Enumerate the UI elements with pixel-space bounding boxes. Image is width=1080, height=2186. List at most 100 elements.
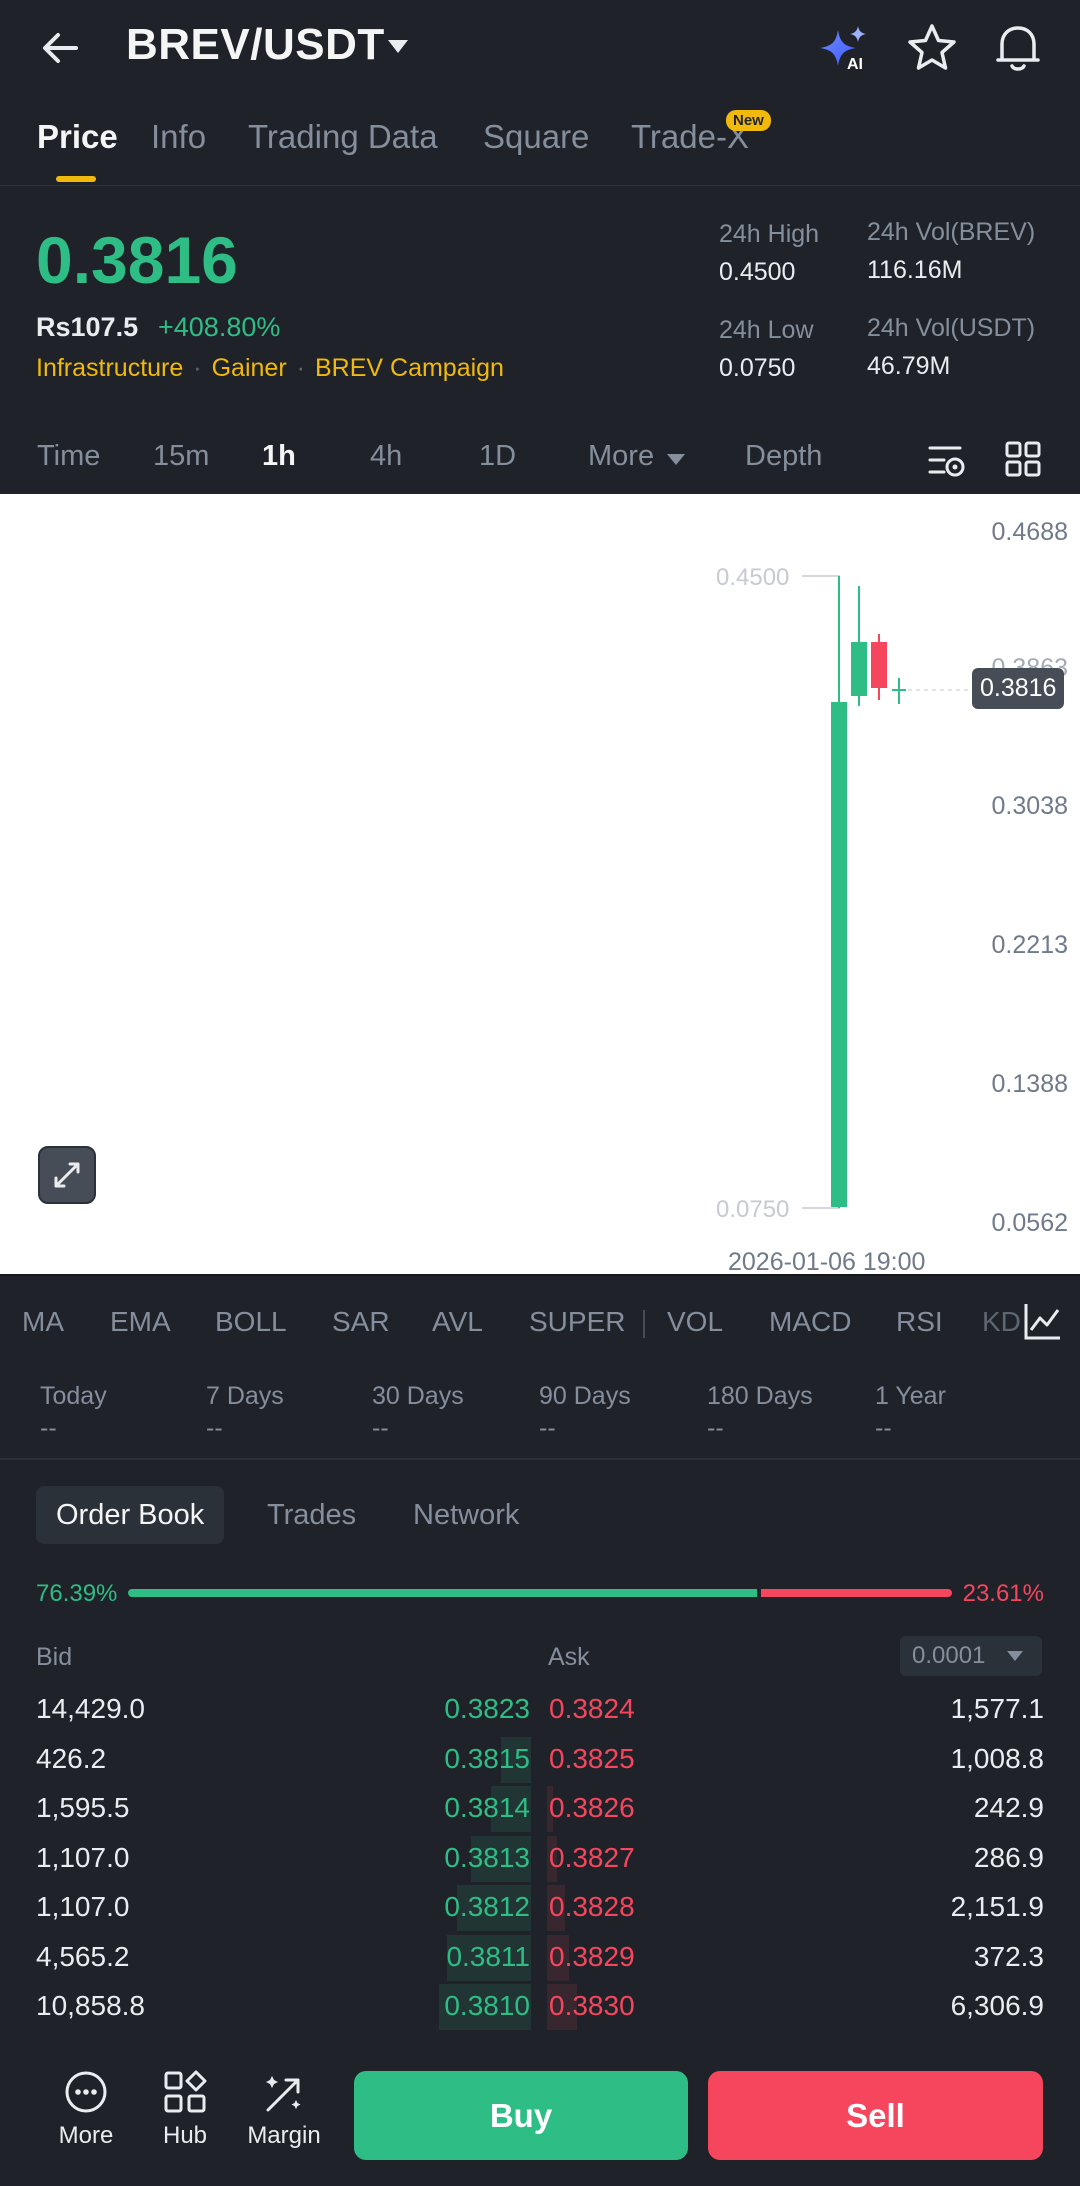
orderbook-row: 14,429.0 0.3823 0.3824 1,577.1 <box>0 1685 1080 1734</box>
ask-depth-bar <box>547 1786 553 1832</box>
ask-price[interactable]: 0.3825 <box>549 1743 635 1774</box>
indicator-vol[interactable]: VOL <box>667 1306 724 1337</box>
top-bar: BREV/USDT AI <box>0 0 1080 95</box>
back-arrow-icon[interactable] <box>36 24 84 72</box>
nav-margin-label: Margin <box>247 2122 321 2149</box>
ask-ratio: 23.61% <box>962 1580 1044 1607</box>
vol-quote-label: 24h Vol(USDT) <box>867 314 1036 342</box>
high-label: 24h High <box>719 220 820 248</box>
bid-quantity[interactable]: 1,595.5 <box>36 1792 130 1823</box>
perf-label: 180 Days <box>707 1382 813 1410</box>
tab-order-book[interactable]: Order Book <box>36 1486 225 1544</box>
price-chart[interactable]: 0.4500 0.0750 0.4688 0.3863 0.3038 0.221… <box>0 494 1080 1274</box>
star-icon[interactable] <box>906 22 958 74</box>
bid-quantity[interactable]: 14,429.0 <box>36 1693 145 1724</box>
bid-price[interactable]: 0.3815 <box>444 1743 530 1774</box>
indicator-bar: MA EMA BOLL SAR AVL SUPER VOL MACD RSI K… <box>0 1274 1080 1368</box>
vol-base-label: 24h Vol(BREV) <box>867 218 1036 246</box>
indicator-boll[interactable]: BOLL <box>215 1306 287 1337</box>
ask-price[interactable]: 0.3824 <box>549 1693 635 1724</box>
indicator-ema[interactable]: EMA <box>110 1306 171 1337</box>
interval-depth[interactable]: Depth <box>745 440 823 472</box>
perf-label: 30 Days <box>372 1382 464 1410</box>
interval-time[interactable]: Time <box>37 440 101 472</box>
ask-price[interactable]: 0.3830 <box>549 1990 635 2021</box>
candle-body <box>871 642 887 688</box>
indicator-avl[interactable]: AVL <box>432 1306 483 1337</box>
buy-button[interactable]: Buy <box>354 2071 688 2160</box>
ask-price[interactable]: 0.3829 <box>549 1941 635 1972</box>
indicator-sar[interactable]: SAR <box>332 1306 390 1337</box>
nav-more[interactable]: More <box>41 2070 131 2150</box>
interval-15m[interactable]: 15m <box>153 440 210 472</box>
bid-price[interactable]: 0.3811 <box>446 1941 530 1972</box>
indicator-rsi[interactable]: RSI <box>896 1306 943 1337</box>
bid-ratio: 76.39% <box>36 1580 118 1607</box>
precision-select[interactable]: 0.0001 <box>900 1636 1042 1676</box>
ask-depth-bar <box>547 1885 565 1931</box>
perf-label: 7 Days <box>206 1382 284 1410</box>
ask-depth-bar <box>547 1935 569 1981</box>
interval-more[interactable]: More <box>588 440 655 472</box>
precision-caret-icon <box>1007 1651 1023 1661</box>
ask-quantity[interactable]: 2,151.9 <box>950 1891 1044 1922</box>
bid-quantity[interactable]: 4,565.2 <box>36 1941 130 1972</box>
indicator-ma[interactable]: MA <box>22 1306 64 1337</box>
tag-gainer[interactable]: Gainer <box>211 354 287 382</box>
ask-quantity[interactable]: 372.3 <box>973 1941 1044 1972</box>
bid-quantity[interactable]: 426.2 <box>36 1743 107 1774</box>
tab-square[interactable]: Square <box>483 118 590 155</box>
nav-margin[interactable]: Margin <box>239 2070 329 2150</box>
bid-price[interactable]: 0.3814 <box>444 1792 530 1823</box>
bell-icon[interactable] <box>992 20 1044 74</box>
tab-network[interactable]: Network <box>413 1499 520 1531</box>
tab-trades[interactable]: Trades <box>267 1499 357 1531</box>
indicator-chart-icon[interactable] <box>1022 1300 1064 1342</box>
bid-quantity[interactable]: 10,858.8 <box>36 1990 145 2021</box>
tag-list: Infrastructure · Gainer · BREV Campaign <box>36 354 504 382</box>
hub-icon <box>164 2070 207 2113</box>
vol-base-value: 116.16M <box>867 256 963 284</box>
bid-quantity[interactable]: 1,107.0 <box>36 1842 130 1873</box>
tag-campaign[interactable]: BREV Campaign <box>314 354 504 382</box>
expand-chart-button[interactable] <box>38 1146 96 1204</box>
orderbook-row: 1,107.0 0.3813 0.3827 286.9 <box>0 1834 1080 1883</box>
ai-sparkle-icon[interactable]: AI <box>818 22 870 74</box>
indicator-kd[interactable]: KD <box>982 1306 1021 1337</box>
ask-quantity[interactable]: 1,008.8 <box>950 1743 1044 1774</box>
grid-layout-icon[interactable] <box>1004 440 1042 478</box>
bid-price[interactable]: 0.3813 <box>444 1842 530 1873</box>
interval-1d[interactable]: 1D <box>479 440 517 472</box>
pair-title[interactable]: BREV/USDT <box>126 20 385 69</box>
ask-quantity[interactable]: 1,577.1 <box>950 1693 1044 1724</box>
interval-4h[interactable]: 4h <box>370 440 403 472</box>
ask-quantity[interactable]: 286.9 <box>973 1842 1044 1873</box>
caret-down-icon[interactable] <box>386 38 410 56</box>
bid-price[interactable]: 0.3823 <box>444 1693 530 1724</box>
chart-settings-icon[interactable] <box>926 440 966 480</box>
tag-infrastructure[interactable]: Infrastructure <box>36 354 184 382</box>
bid-depth-bar <box>471 1836 531 1882</box>
bid-depth-bar <box>447 1935 531 1981</box>
indicator-super[interactable]: SUPER <box>529 1306 626 1337</box>
bid-price[interactable]: 0.3812 <box>444 1891 530 1922</box>
orderbook-row: 1,107.0 0.3812 0.3828 2,151.9 <box>0 1883 1080 1932</box>
orderbook-row: 426.2 0.3815 0.3825 1,008.8 <box>0 1735 1080 1784</box>
ask-quantity[interactable]: 242.9 <box>973 1792 1044 1823</box>
ask-price[interactable]: 0.3826 <box>549 1792 635 1823</box>
indicator-macd[interactable]: MACD <box>769 1306 852 1337</box>
price-change: +408.80% <box>158 312 281 342</box>
ask-price[interactable]: 0.3827 <box>549 1842 635 1873</box>
nav-hub[interactable]: Hub <box>140 2070 230 2150</box>
sell-button[interactable]: Sell <box>708 2071 1043 2160</box>
interval-1h[interactable]: 1h <box>262 440 296 472</box>
bid-quantity[interactable]: 1,107.0 <box>36 1891 130 1922</box>
ask-price[interactable]: 0.3828 <box>549 1891 635 1922</box>
axis-label: 0.1388 <box>991 1070 1068 1098</box>
more-caret-icon <box>667 454 685 465</box>
ask-quantity[interactable]: 6,306.9 <box>950 1990 1044 2021</box>
tab-trading-data[interactable]: Trading Data <box>248 118 438 155</box>
tab-price[interactable]: Price <box>37 118 118 155</box>
tab-info[interactable]: Info <box>151 118 207 155</box>
bid-price[interactable]: 0.3810 <box>444 1990 530 2021</box>
